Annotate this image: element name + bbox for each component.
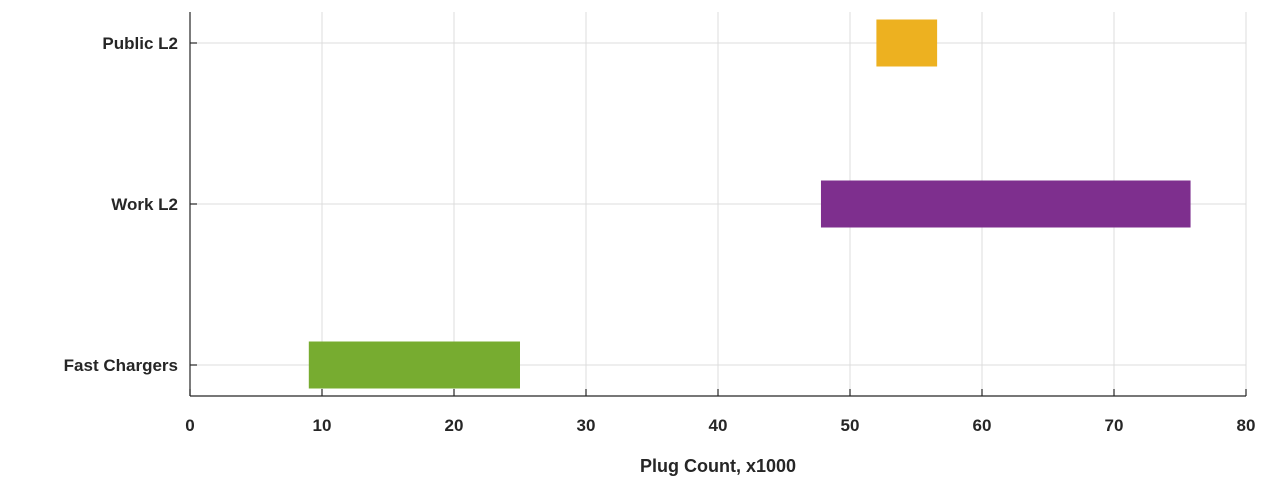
x-tick-label: 60 bbox=[973, 416, 992, 435]
y-categories: Public L2 Work L2 Fast Chargers bbox=[64, 34, 197, 375]
x-tick-label: 50 bbox=[841, 416, 860, 435]
x-tick-label: 30 bbox=[577, 416, 596, 435]
x-tick-label: 0 bbox=[185, 416, 194, 435]
y-category-label: Fast Chargers bbox=[64, 356, 178, 375]
bar-group bbox=[308, 19, 1191, 389]
x-ticks: 0 10 20 30 40 50 60 70 80 bbox=[185, 389, 1255, 435]
bar-fast-chargers bbox=[308, 341, 520, 389]
x-axis-title: Plug Count, x1000 bbox=[640, 456, 796, 476]
x-tick-label: 40 bbox=[709, 416, 728, 435]
x-tick-label: 10 bbox=[313, 416, 332, 435]
bar-work-l2 bbox=[820, 180, 1191, 228]
y-category-label: Work L2 bbox=[111, 195, 178, 214]
x-tick-label: 20 bbox=[445, 416, 464, 435]
y-category-label: Public L2 bbox=[102, 34, 178, 53]
x-tick-label: 80 bbox=[1237, 416, 1256, 435]
bar-public-l2 bbox=[876, 19, 938, 67]
x-tick-label: 70 bbox=[1105, 416, 1124, 435]
